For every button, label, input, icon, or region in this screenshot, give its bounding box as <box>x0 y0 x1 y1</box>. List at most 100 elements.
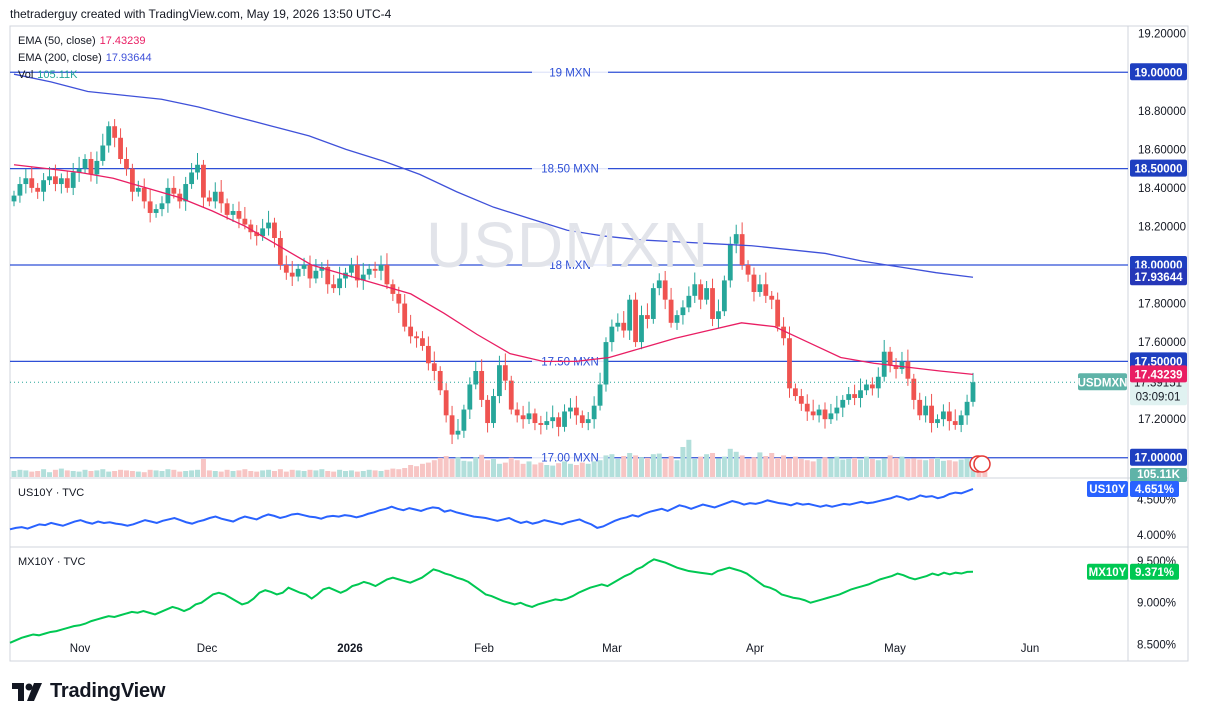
candle-body <box>538 423 544 425</box>
volume-bar <box>390 468 396 477</box>
volume-bar <box>467 461 473 477</box>
legend-ema200-value: 17.93644 <box>105 52 152 64</box>
legend-ema50-value: 17.43239 <box>99 35 146 47</box>
volume-bar <box>443 456 449 477</box>
candle-body <box>704 288 710 300</box>
price-axis-tick-label: 18.40000 <box>1138 183 1186 195</box>
volume-bar <box>644 457 650 477</box>
volume-bar <box>680 447 686 477</box>
candle-body <box>455 430 461 435</box>
volume-bar <box>526 461 532 477</box>
volume-bar <box>147 469 153 477</box>
candle-body <box>952 421 958 425</box>
volume-bar <box>254 471 260 477</box>
candle-body <box>639 315 644 343</box>
pane-label-us10y[interactable]: US10Y · TVC <box>18 487 85 499</box>
candle-body <box>769 295 775 300</box>
brand-name: TradingView <box>50 680 166 702</box>
candle-body <box>425 345 431 364</box>
volume-bar <box>325 471 331 477</box>
candle-body <box>935 419 940 424</box>
volume-bar <box>106 471 112 477</box>
tradingview-logo[interactable]: TradingView <box>12 680 165 703</box>
volume-bar <box>715 458 721 477</box>
legend-vol[interactable]: Vol 105.11K <box>18 69 77 81</box>
candle-body <box>674 315 680 323</box>
price-axis-tick-label: 17.60000 <box>1138 337 1186 349</box>
ema200-price-tag-bg <box>1130 268 1187 286</box>
volume-bar <box>437 457 443 477</box>
level-price-tag-bg <box>1130 63 1187 81</box>
mx10y-value-tag-bg <box>1130 563 1179 580</box>
candle-body <box>272 222 277 239</box>
candle-body <box>41 180 46 192</box>
candle-body <box>751 274 757 292</box>
candle-body <box>277 238 283 265</box>
legend-vol-value: 105.11K <box>37 69 78 81</box>
volume-bar <box>372 470 378 477</box>
candle-body <box>834 407 840 414</box>
legend-ema200[interactable]: EMA (200, close) 17.93644 <box>18 52 152 64</box>
volume-bar <box>781 455 787 477</box>
candle-body <box>650 288 656 319</box>
volume-bar <box>881 458 887 477</box>
pane-label-mx10y[interactable]: MX10Y · TVC <box>18 556 86 568</box>
volume-bar <box>828 458 834 477</box>
legend-ema50[interactable]: EMA (50, close) 17.43239 <box>18 35 146 47</box>
price-axis-tick-label: 17.80000 <box>1138 299 1186 311</box>
candle-body <box>266 222 271 229</box>
volume-bar <box>532 464 538 477</box>
time-axis-tick-label: Feb <box>474 643 494 655</box>
candle-body <box>94 160 100 175</box>
candle-body <box>757 284 763 292</box>
volume-bar <box>58 468 64 477</box>
candle-body <box>887 351 893 366</box>
volume-bar <box>17 469 23 477</box>
volume-bar <box>366 469 372 477</box>
candle-body <box>260 228 266 237</box>
volume-bar <box>118 469 124 477</box>
volume-bar <box>591 461 597 477</box>
candle-body <box>295 268 301 277</box>
volume-bar <box>869 459 875 477</box>
volume-bar <box>786 458 792 477</box>
candle-body <box>532 413 538 424</box>
candle-body <box>485 399 490 424</box>
level-price-tag-bg <box>1130 448 1187 466</box>
volume-bar <box>621 456 627 477</box>
volume-bar <box>224 469 230 477</box>
volume-bar <box>514 460 520 477</box>
candle-body <box>775 299 781 327</box>
price-axis-tick-label: 18.60000 <box>1138 144 1186 156</box>
price-axis-tick-label: 19.20000 <box>1138 29 1186 41</box>
volume-bar <box>177 471 183 477</box>
candle-body <box>479 370 485 400</box>
volume-bar <box>200 459 206 477</box>
us10y-symbol-tag-bg <box>1087 480 1128 497</box>
volume-bar <box>408 465 414 477</box>
candle-body <box>781 326 786 339</box>
volume-bar <box>419 463 425 477</box>
candle-body <box>603 342 609 385</box>
volume-bar <box>668 456 674 477</box>
volume-bar <box>627 453 633 477</box>
level-label: 17.00 MXN <box>541 453 599 465</box>
volume-bar <box>798 459 804 477</box>
candle-body <box>165 187 171 204</box>
candle-body <box>331 284 337 289</box>
candle-body <box>573 407 579 416</box>
volume-bar <box>123 470 129 477</box>
candle-body <box>520 415 526 420</box>
volume-bar <box>479 454 485 477</box>
volume-bar <box>579 462 585 477</box>
volume-bar <box>195 469 201 477</box>
level-price-tag: 19.00000 <box>1135 67 1183 79</box>
volume-bar <box>319 469 325 477</box>
candle-body <box>508 380 514 410</box>
volume-bar <box>875 460 881 477</box>
candle-body <box>242 218 248 225</box>
volume-bar <box>964 458 970 477</box>
candle-body <box>384 264 390 285</box>
volume-bar <box>615 459 621 477</box>
